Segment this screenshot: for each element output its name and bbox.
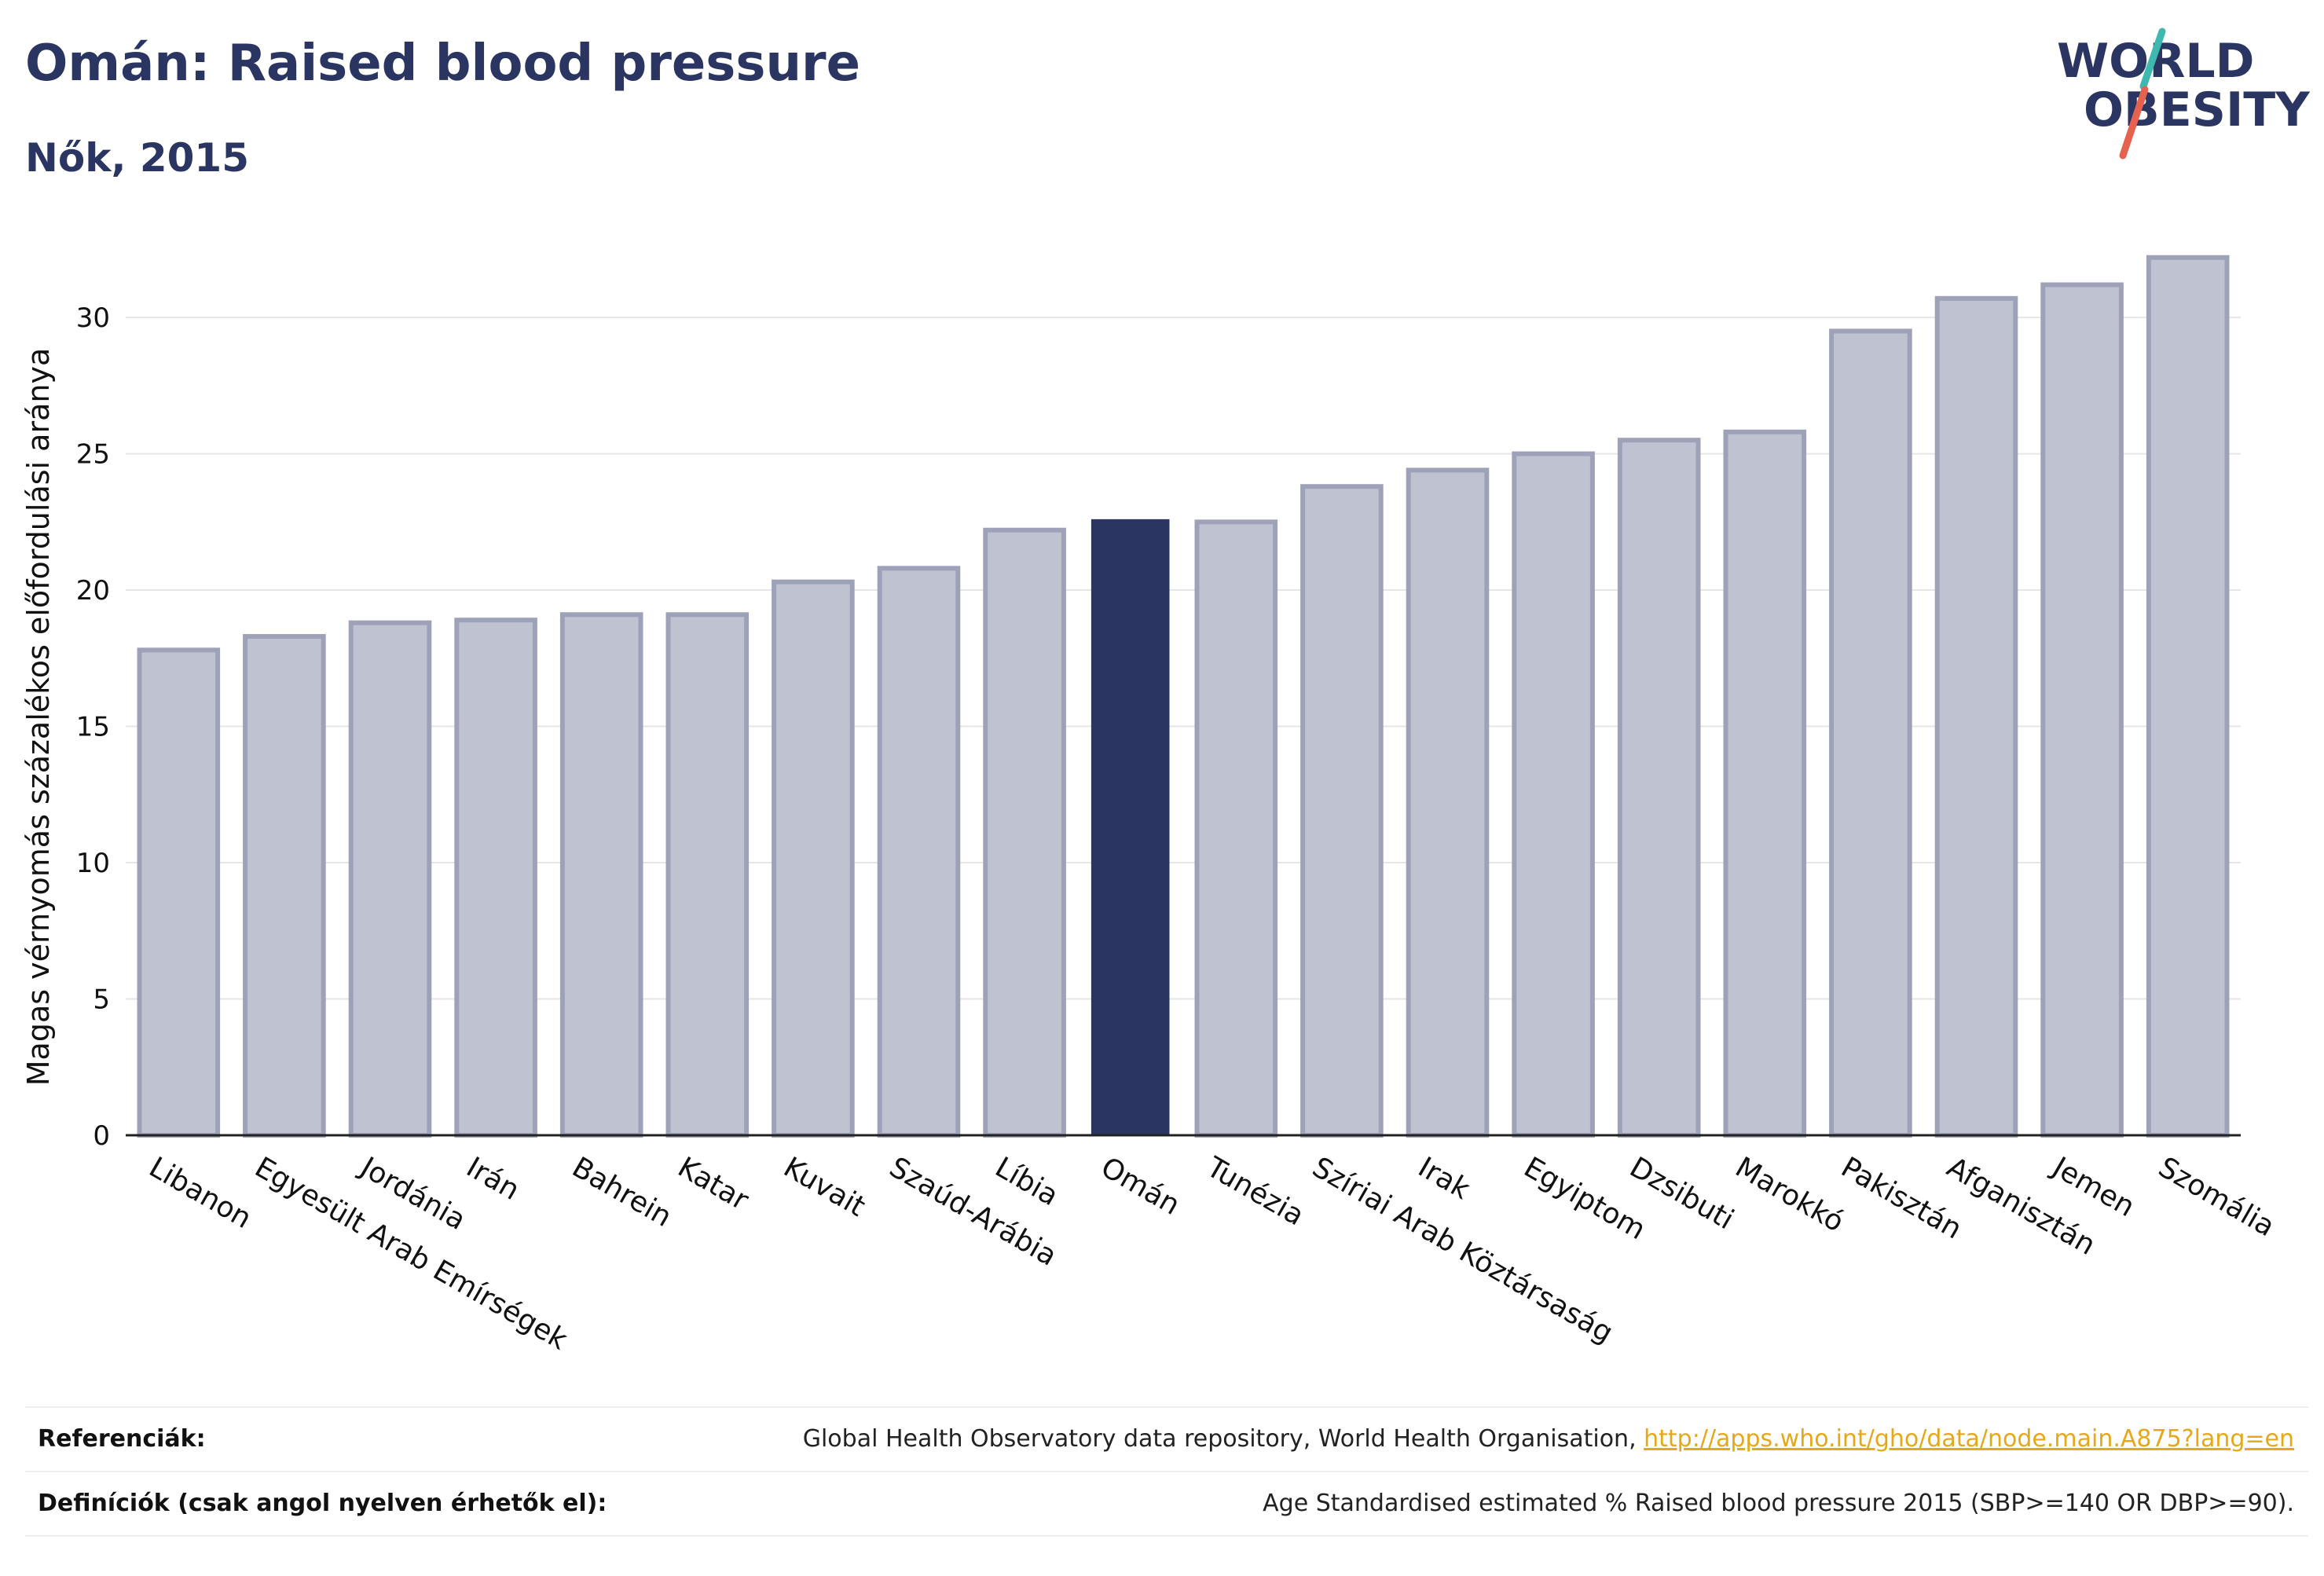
x-tick-label: Egyiptom bbox=[1519, 1151, 1651, 1246]
bar-líbia bbox=[983, 527, 1066, 1138]
bar-omán bbox=[1091, 519, 1170, 1135]
y-tick-label: 15 bbox=[76, 712, 110, 743]
y-tick-labels: 0 5 10 15 20 25 30 bbox=[76, 302, 110, 1152]
bar-bahrein bbox=[559, 612, 643, 1138]
world-obesity-logo: WORLD OBESITY bbox=[2057, 27, 2310, 159]
bar-szomália bbox=[2146, 255, 2230, 1138]
x-tick-label: Marokkó bbox=[1730, 1151, 1849, 1238]
bar-libanon bbox=[137, 647, 221, 1138]
logo-slash-red bbox=[2119, 86, 2149, 159]
y-tick-label: 30 bbox=[76, 302, 110, 334]
bar-egyiptom bbox=[1512, 451, 1595, 1138]
bar-irán bbox=[454, 618, 537, 1138]
chart-title: Omán: Raised blood pressure bbox=[25, 35, 860, 93]
logo-line2: OBESITY bbox=[2084, 82, 2310, 137]
y-tick-label: 25 bbox=[76, 439, 110, 471]
x-tick-label: Kuvait bbox=[778, 1151, 871, 1223]
bar-tunézia bbox=[1194, 519, 1278, 1138]
bar-irak bbox=[1406, 467, 1490, 1138]
references-link[interactable]: http://apps.who.int/gho/data/node.main.A… bbox=[1644, 1425, 2294, 1453]
bar-jordánia bbox=[348, 620, 432, 1138]
references-label: Referenciák: bbox=[38, 1425, 206, 1453]
x-tick-label: Katar bbox=[673, 1151, 754, 1217]
bar-katar bbox=[665, 612, 750, 1138]
bar-pakisztán bbox=[1829, 328, 1912, 1138]
bar-dzsibuti bbox=[1617, 438, 1701, 1138]
references-text: Global Health Observatory data repositor… bbox=[802, 1425, 1644, 1453]
bar-afganisztán bbox=[1934, 295, 2018, 1138]
bar-marokkó bbox=[1723, 429, 1807, 1138]
bar-szaúd-arábia bbox=[877, 566, 961, 1138]
logo-slash-teal bbox=[2139, 27, 2166, 90]
references-value: Global Health Observatory data repositor… bbox=[803, 1408, 2294, 1471]
y-axis-label: Magas vérnyomás százalékos előfordulási … bbox=[21, 348, 56, 1086]
x-tick-label: Irak bbox=[1413, 1151, 1475, 1206]
x-tick-label: Pakisztán bbox=[1835, 1151, 1967, 1245]
y-tick-label: 20 bbox=[76, 575, 110, 607]
bar-jemen bbox=[2040, 282, 2124, 1138]
definitions-row: Definíciók (csak angol nyelven érhetők e… bbox=[25, 1471, 2308, 1537]
definitions-label: Definíciók (csak angol nyelven érhetők e… bbox=[38, 1490, 607, 1517]
x-tick-label: Szomália bbox=[2153, 1151, 2280, 1243]
bar-egyesült-arab-emírségek bbox=[243, 634, 326, 1138]
references-row: Referenciák: Global Health Observatory d… bbox=[25, 1406, 2308, 1471]
x-tick-label: Libanon bbox=[144, 1151, 257, 1235]
y-tick-label: 0 bbox=[93, 1120, 110, 1152]
references-table: Referenciák: Global Health Observatory d… bbox=[25, 1406, 2308, 1537]
definitions-value: Age Standardised estimated % Raised bloo… bbox=[1263, 1490, 2294, 1517]
gridlines bbox=[126, 317, 2241, 1000]
y-tick-label: 10 bbox=[76, 848, 110, 879]
chart-subtitle: Nők, 2015 bbox=[25, 135, 250, 181]
x-tick-label: Bahrein bbox=[566, 1151, 676, 1233]
x-tick-label: Tunézia bbox=[1200, 1151, 1310, 1233]
y-tick-label: 5 bbox=[93, 984, 110, 1016]
x-tick-label: Omán bbox=[1095, 1151, 1185, 1222]
bar-kuvait bbox=[772, 579, 855, 1138]
bar-szíriai-arab-köztársaság bbox=[1300, 484, 1384, 1138]
x-tick-label: Líbia bbox=[990, 1151, 1064, 1212]
x-tick-label: Irán bbox=[461, 1151, 525, 1207]
bars bbox=[137, 255, 2230, 1138]
